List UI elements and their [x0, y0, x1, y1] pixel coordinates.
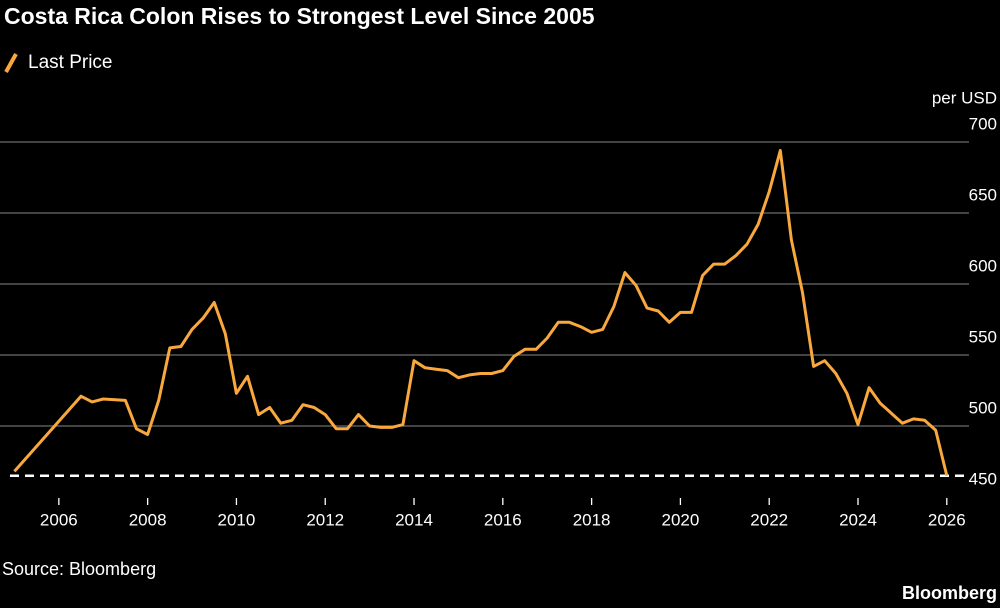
- line: [13, 149, 949, 477]
- x-tick-label: 2024: [839, 510, 877, 529]
- legend-swatch: [4, 53, 18, 73]
- chart-title: Costa Rica Colon Rises to Strongest Leve…: [4, 3, 595, 29]
- x-tick-label: 2026: [928, 510, 966, 529]
- source: Source: Bloomberg: [2, 559, 156, 579]
- y-tick-label: 600: [969, 256, 997, 275]
- brand: Bloomberg: [902, 583, 997, 603]
- x-tick-label: 2012: [306, 510, 344, 529]
- x-tick-label: 2014: [395, 510, 433, 529]
- x-tick-label: 2010: [218, 510, 256, 529]
- legend-label: Last Price: [28, 52, 112, 73]
- y-tick-label: 550: [969, 327, 997, 346]
- x-tick-label: 2008: [129, 510, 167, 529]
- x-tick-label: 2006: [40, 510, 78, 529]
- x-tick-label: 2020: [661, 510, 699, 529]
- y-tick-label: 450: [969, 469, 997, 488]
- x-tick-label: 2016: [484, 510, 522, 529]
- y-tick-label: 650: [969, 185, 997, 204]
- x-tick-label: 2022: [750, 510, 788, 529]
- y-tick-label: 500: [969, 398, 997, 417]
- y-axis-label: per USD: [932, 88, 997, 107]
- x-tick-label: 2018: [573, 510, 611, 529]
- y-tick-label: 700: [969, 114, 997, 133]
